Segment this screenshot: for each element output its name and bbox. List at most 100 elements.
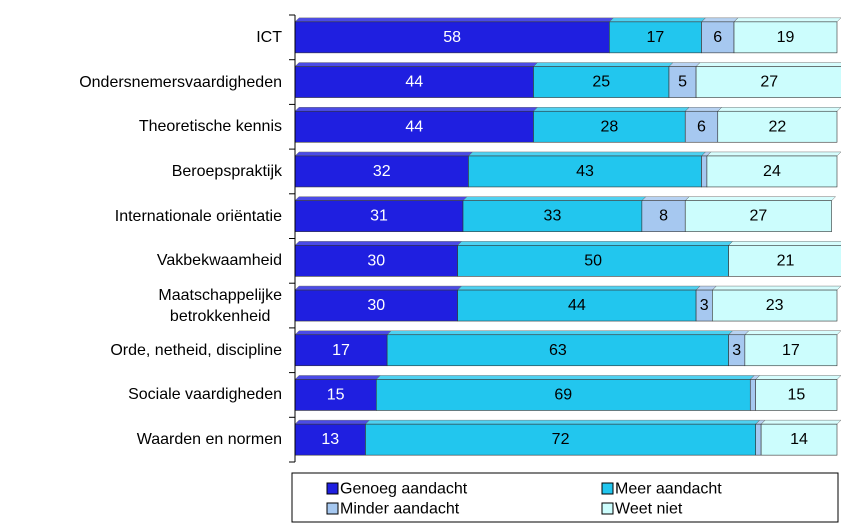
category-label: Ondersnemersvaardigheden [79, 73, 282, 91]
value-label: 72 [552, 431, 570, 448]
value-label: 5 [678, 74, 687, 91]
category-label: Orde, netheid, discipline [110, 341, 282, 359]
bar-segment [684, 200, 832, 232]
legend-swatch [326, 502, 339, 515]
bar-depth [532, 107, 690, 112]
bar-segment [533, 110, 686, 143]
bar-depth [294, 375, 381, 380]
bar-depth [532, 62, 674, 67]
bar-segment [695, 66, 841, 98]
value-label: 33 [544, 208, 562, 225]
bar-segment [684, 110, 719, 143]
bar-segment [462, 200, 643, 232]
bar-depth [711, 285, 841, 291]
value-label: 44 [405, 118, 423, 135]
bar-depth [294, 62, 539, 67]
value-label: 63 [549, 342, 567, 359]
category-label: Beroepspraktijk [171, 162, 282, 180]
bar-segment [294, 245, 458, 277]
bar-depth [717, 107, 841, 112]
bar-depth [364, 419, 761, 425]
bar-segment [668, 66, 697, 98]
bar-depth [755, 375, 841, 380]
bar-segment [533, 66, 670, 98]
value-label: 28 [600, 118, 618, 135]
bar-segment [733, 21, 838, 54]
value-label: 6 [697, 118, 706, 135]
legend-label: Genoeg aandacht [340, 481, 468, 498]
bar-segment [468, 155, 702, 188]
bar-segment [386, 334, 729, 367]
value-label: 15 [327, 386, 345, 403]
value-label: 21 [777, 252, 795, 269]
bar-segment [609, 21, 702, 54]
bar-depth [700, 17, 739, 23]
bar-depth [462, 196, 647, 201]
value-label: 30 [367, 297, 385, 314]
legend-swatch [601, 502, 614, 515]
bar-segment [294, 289, 458, 322]
bar-depth [684, 196, 837, 201]
bar-depth [760, 419, 841, 425]
bar-segment [749, 379, 757, 411]
bar-segment [294, 110, 534, 143]
value-label: 22 [768, 118, 786, 135]
bar-depth [733, 17, 841, 23]
value-label: 15 [787, 386, 805, 403]
bar-depth [744, 330, 841, 335]
legend-box [291, 472, 839, 523]
value-label: 43 [576, 163, 594, 180]
bar-segment [375, 379, 751, 411]
bar-segment [755, 379, 838, 411]
value-label: 3 [732, 342, 741, 359]
value-label: 17 [647, 29, 665, 46]
bar-depth [684, 107, 723, 112]
bar-depth [727, 241, 841, 246]
category-label: Waarden en normen [136, 431, 282, 449]
bar-segment [755, 423, 762, 456]
value-label: 25 [592, 74, 610, 91]
bar-segment [641, 200, 686, 232]
value-label: 44 [405, 74, 423, 91]
bar-segment [717, 110, 838, 143]
bar-depth [641, 196, 690, 201]
category-label: Vakbekwaamheid [156, 252, 282, 270]
bar-segment [457, 289, 697, 322]
bar-depth [375, 375, 755, 380]
value-label: 50 [584, 252, 602, 269]
value-label: 27 [760, 74, 778, 91]
bar-segment [760, 423, 838, 456]
bar-depth [467, 151, 707, 157]
bar-depth [294, 17, 614, 23]
bar-depth [294, 107, 539, 112]
bar-segment [365, 423, 756, 456]
bar-depth [294, 196, 468, 201]
category-label: Sociale vaardigheden [128, 386, 282, 404]
bar-depth [294, 419, 371, 425]
value-label: 32 [373, 163, 391, 180]
value-label: 23 [766, 297, 784, 314]
value-label: 24 [763, 163, 781, 180]
value-label: 30 [367, 252, 385, 269]
value-label: 14 [790, 431, 808, 448]
bar-segment [744, 334, 838, 367]
value-label: 13 [321, 431, 339, 448]
value-label: 31 [370, 208, 388, 225]
bar-depth [294, 151, 474, 157]
bar-depth [294, 241, 463, 246]
value-label: 58 [443, 29, 461, 46]
category-label: ICT [256, 28, 282, 46]
value-label: 3 [700, 297, 709, 314]
value-label: 17 [332, 342, 350, 359]
bar-depth [608, 17, 707, 23]
value-label: 19 [777, 29, 795, 46]
bar-depth [294, 330, 392, 335]
bar-segment [294, 423, 366, 456]
category-label: Maatschappelijke betrokkenheid [158, 286, 282, 325]
category-label: Theoretische kennis [138, 118, 282, 136]
bar-segment [294, 21, 610, 54]
value-label: 17 [782, 342, 800, 359]
legend-label: Meer aandacht [615, 481, 722, 498]
